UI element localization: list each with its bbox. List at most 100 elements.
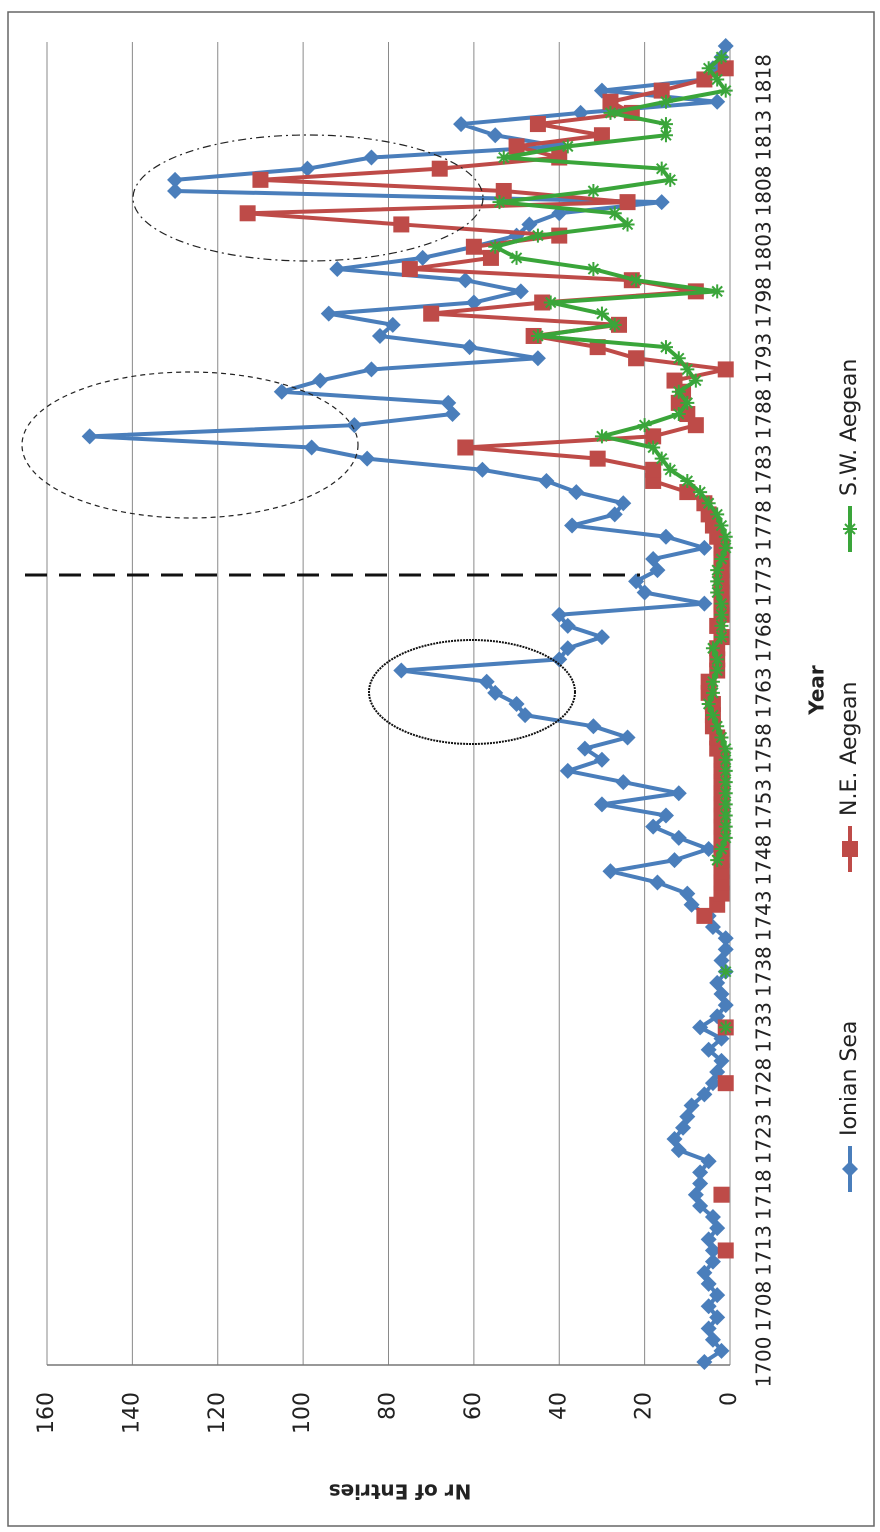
y-tick-label: 20 xyxy=(632,1392,657,1420)
marker xyxy=(696,71,713,88)
marker xyxy=(393,662,410,679)
marker xyxy=(457,439,474,456)
highlight-ellipse xyxy=(368,639,576,745)
marker xyxy=(705,674,720,689)
marker xyxy=(521,216,538,233)
marker xyxy=(589,450,606,467)
marker xyxy=(696,595,713,612)
marker xyxy=(658,117,673,132)
marker xyxy=(645,818,662,835)
x-tick-label: 1783 xyxy=(752,444,776,495)
marker xyxy=(482,249,499,266)
marker xyxy=(457,272,474,289)
marker xyxy=(346,417,363,434)
plot: 0 20 40 60 80 100 120 140 160 1700 1708 1713 1718 172… xyxy=(34,38,862,1504)
marker xyxy=(606,506,623,523)
marker xyxy=(717,38,734,54)
marker xyxy=(586,183,601,198)
marker xyxy=(842,1161,858,1177)
marker xyxy=(717,941,734,958)
marker xyxy=(718,830,733,845)
marker xyxy=(465,238,482,255)
marker xyxy=(303,439,320,456)
x-tick-label: 1763 xyxy=(752,667,776,718)
marker xyxy=(696,539,713,556)
marker xyxy=(713,1186,730,1203)
marker xyxy=(593,796,610,813)
x-tick-label: 1798 xyxy=(752,277,776,328)
x-tick-label: 1788 xyxy=(752,389,776,440)
x-tick-label: 1793 xyxy=(752,333,776,384)
marker xyxy=(718,819,733,834)
legend-label: Ionian Sea xyxy=(837,1021,862,1136)
marker xyxy=(299,160,316,177)
marker xyxy=(718,741,733,756)
series-line xyxy=(87,45,728,1364)
marker xyxy=(551,606,568,623)
marker xyxy=(628,573,645,590)
marker xyxy=(663,462,678,477)
marker xyxy=(700,1231,717,1248)
x-tick-label: 1818 xyxy=(752,54,776,105)
x-tick-label: 1728 xyxy=(752,1058,776,1109)
marker xyxy=(714,596,729,611)
marker xyxy=(692,1175,709,1192)
marker xyxy=(645,428,662,445)
marker xyxy=(329,261,346,278)
x-tick-label: 1723 xyxy=(752,1113,776,1164)
marker xyxy=(666,372,683,389)
marker xyxy=(645,461,662,478)
x-tick-label: 1773 xyxy=(752,556,776,607)
marker xyxy=(586,262,601,277)
marker xyxy=(649,874,666,891)
marker xyxy=(474,461,491,478)
marker xyxy=(843,522,857,536)
marker xyxy=(509,250,524,265)
marker xyxy=(384,316,401,333)
marker xyxy=(530,328,545,343)
frame xyxy=(7,11,875,1527)
y-tick-label: 60 xyxy=(461,1392,486,1420)
marker xyxy=(320,305,337,322)
marker xyxy=(696,1264,713,1281)
marker xyxy=(718,83,733,98)
marker xyxy=(705,641,720,656)
marker xyxy=(718,752,733,767)
marker xyxy=(653,82,670,99)
marker xyxy=(679,484,696,501)
marker xyxy=(693,485,708,500)
x-axis-title: Year xyxy=(805,665,829,716)
marker xyxy=(359,450,376,467)
marker xyxy=(607,206,622,221)
marker xyxy=(603,105,618,120)
marker xyxy=(717,361,734,378)
marker xyxy=(453,116,470,133)
marker xyxy=(717,1242,734,1259)
marker xyxy=(576,740,593,757)
marker xyxy=(529,116,546,133)
marker xyxy=(564,517,581,534)
x-tick-label: 1768 xyxy=(752,612,776,663)
x-tick-label: 1778 xyxy=(752,500,776,551)
marker xyxy=(551,651,568,668)
marker xyxy=(619,729,636,746)
marker xyxy=(363,361,380,378)
marker xyxy=(636,584,653,601)
x-tick-label: 1748 xyxy=(752,835,776,886)
marker xyxy=(663,172,678,187)
marker xyxy=(701,496,716,511)
marker xyxy=(701,61,716,76)
marker xyxy=(615,774,632,791)
marker xyxy=(713,1052,730,1069)
marker xyxy=(619,194,636,211)
marker xyxy=(645,551,662,568)
marker xyxy=(842,841,858,857)
marker xyxy=(705,685,720,700)
x-tick-label: 1718 xyxy=(752,1169,776,1220)
marker xyxy=(718,775,733,790)
marker xyxy=(508,696,525,712)
marker xyxy=(714,630,729,645)
marker xyxy=(671,407,686,422)
marker xyxy=(602,93,619,110)
marker xyxy=(602,863,619,880)
